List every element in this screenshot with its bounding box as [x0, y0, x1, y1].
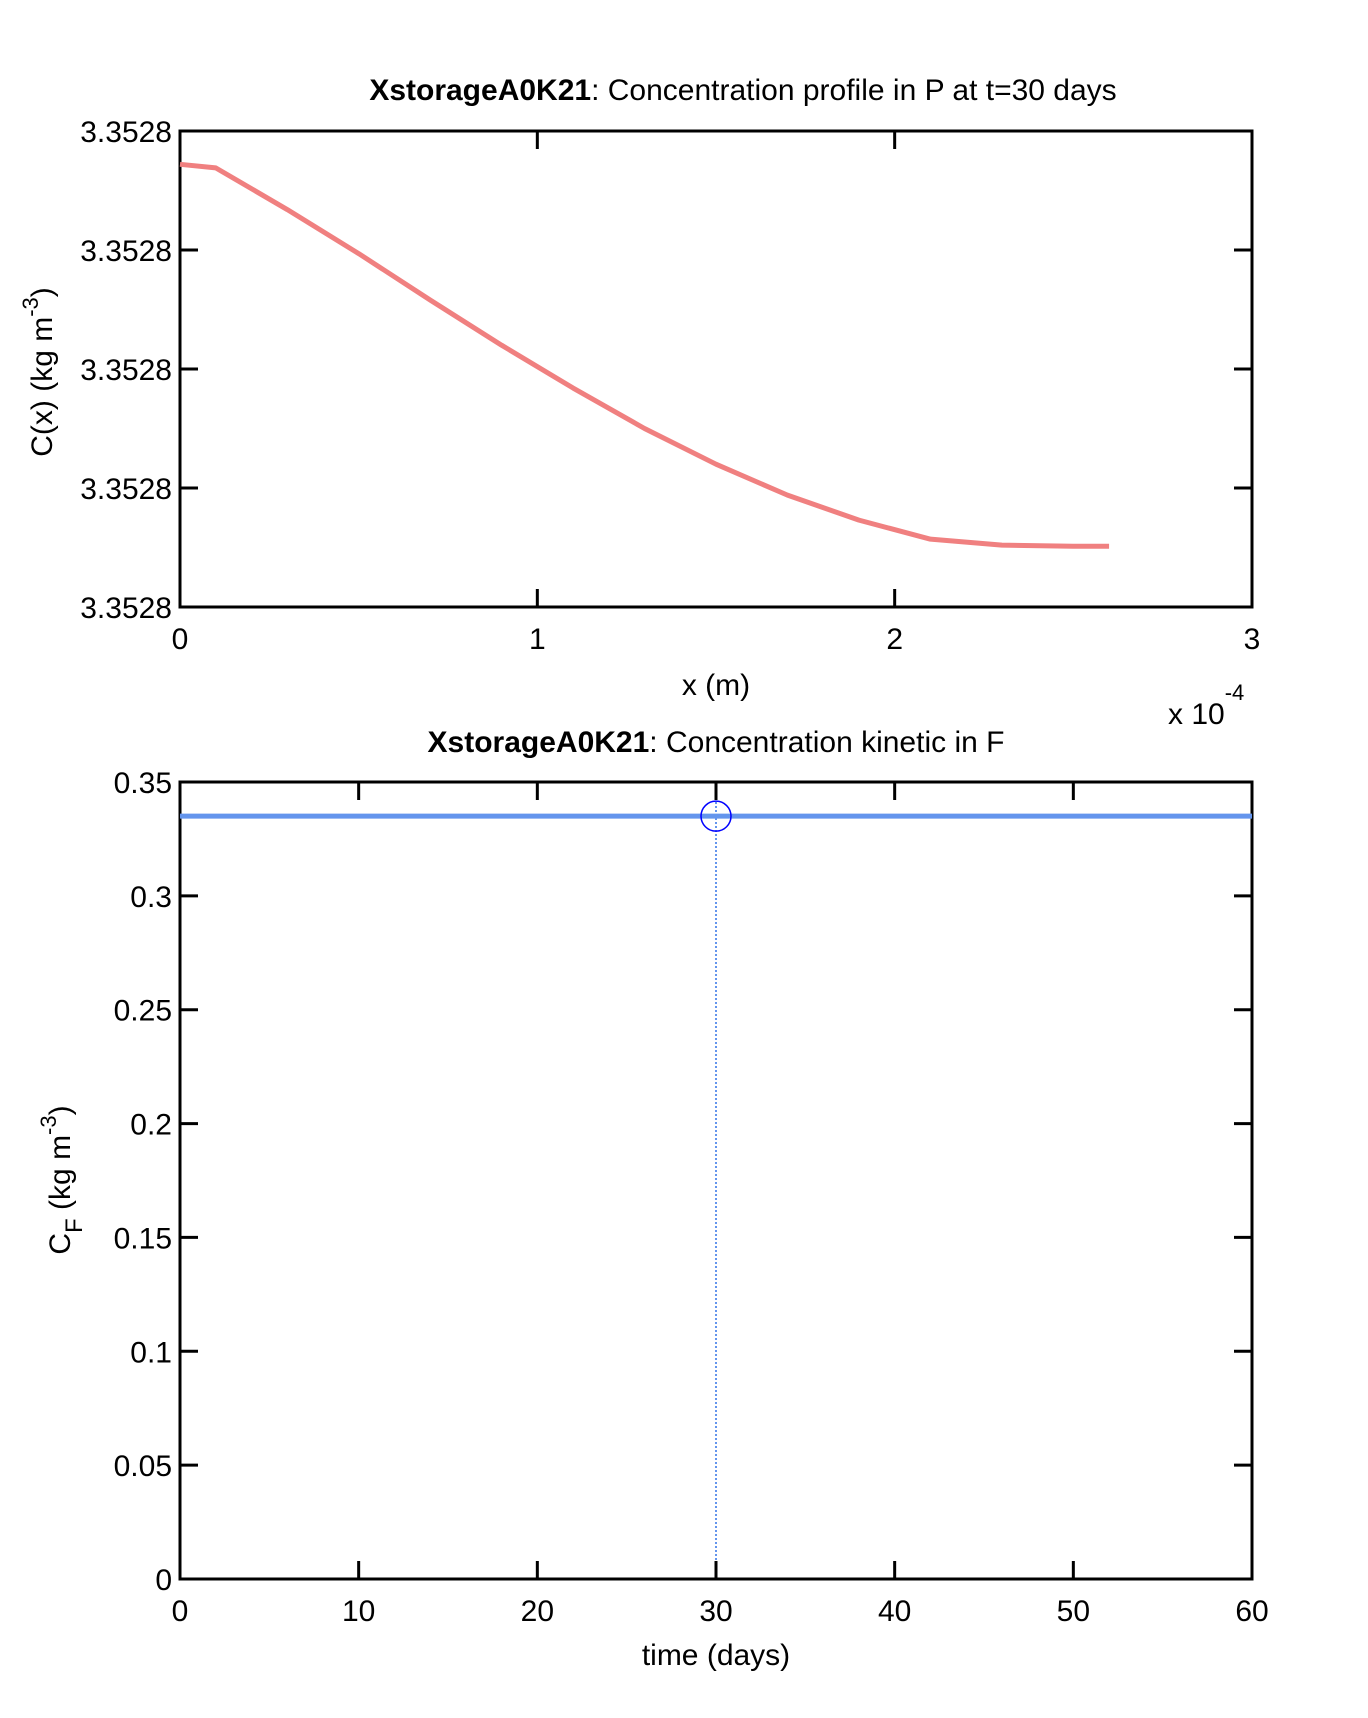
profile-chart-title: XstorageA0K21: Concentration profile in … — [369, 74, 1116, 107]
kinetic-chart-ylabel-sub: F — [61, 1218, 88, 1233]
kinetic-chart-xlabel: time (days) — [642, 1639, 790, 1672]
ytick-label: 0.05 — [114, 1450, 172, 1483]
profile-chart-title-rest: : Concentration profile in P at t=30 day… — [591, 74, 1117, 107]
ytick-label: 0.35 — [114, 767, 172, 800]
series-line — [179, 161, 1110, 549]
profile-chart-x-multiplier-base: x 10 — [1168, 698, 1225, 731]
profile-chart-x-multiplier: x 10-4 — [1168, 680, 1244, 731]
kinetic-chart-ylabel: CF (kg m-3) — [36, 1105, 88, 1254]
profile-chart-frame — [178, 129, 1254, 609]
xtick-label: 2 — [886, 623, 903, 656]
xtick-label: 0 — [172, 1595, 189, 1628]
kinetic-chart-ylabel-main: C — [44, 1233, 77, 1255]
ytick-label: 3.3528 — [80, 116, 172, 149]
kinetic-chart-xtick-labels: 0 10 20 30 40 50 60 — [172, 1595, 1269, 1628]
profile-chart-ylabel-end: ) — [26, 287, 59, 297]
xtick-label: 20 — [521, 1595, 554, 1628]
xtick-label: 60 — [1235, 1595, 1268, 1628]
xtick-label: 0 — [172, 623, 189, 656]
profile-chart: XstorageA0K21: Concentration profile in … — [18, 74, 1260, 731]
kinetic-chart-ytick-labels: 0 0.05 0.1 0.15 0.2 0.25 0.3 0.35 — [114, 767, 172, 1597]
profile-chart-title-bold: XstorageA0K21 — [369, 74, 591, 107]
ytick-label: 0.1 — [130, 1336, 172, 1369]
ytick-label: 0.3 — [130, 881, 172, 914]
profile-chart-ticks — [178, 129, 1254, 609]
kinetic-chart-ticks — [178, 780, 1254, 1581]
profile-chart-ylabel: C(x) (kg m-3) — [18, 287, 59, 457]
kinetic-chart-title-rest: : Concentration kinetic in F — [649, 726, 1004, 759]
ytick-label: 0 — [155, 1564, 172, 1597]
kinetic-chart-ylabel-exp: -3 — [36, 1115, 61, 1135]
profile-chart-ytick-labels: 3.3528 3.3528 3.3528 3.3528 3.3528 — [80, 116, 172, 625]
profile-chart-xtick-labels: 0 1 2 3 — [172, 623, 1261, 656]
profile-chart-x-multiplier-exp: -4 — [1225, 680, 1245, 705]
kinetic-chart-ylabel-mid: (kg m — [44, 1135, 77, 1218]
xtick-label: 30 — [699, 1595, 732, 1628]
profile-chart-ylabel-main: C(x) (kg m — [26, 317, 59, 457]
ytick-label: 0.25 — [114, 995, 172, 1028]
kinetic-chart-ylabel-end: ) — [44, 1105, 77, 1115]
xtick-label: 10 — [342, 1595, 375, 1628]
ytick-label: 3.3528 — [80, 592, 172, 625]
profile-chart-ylabel-exp: -3 — [18, 297, 43, 317]
xtick-label: 40 — [878, 1595, 911, 1628]
kinetic-chart-title-bold: XstorageA0K21 — [428, 726, 650, 759]
xtick-label: 50 — [1057, 1595, 1090, 1628]
kinetic-chart-marker-group — [700, 800, 732, 832]
ytick-label: 3.3528 — [80, 354, 172, 387]
profile-chart-xlabel: x (m) — [682, 669, 750, 702]
xtick-label: 1 — [529, 623, 546, 656]
ytick-label: 3.3528 — [80, 473, 172, 506]
profile-chart-series — [179, 161, 1110, 549]
ytick-label: 0.15 — [114, 1222, 172, 1255]
ytick-label: 3.3528 — [80, 235, 172, 268]
kinetic-chart: XstorageA0K21: Concentration kinetic in … — [36, 726, 1269, 1672]
ytick-label: 0.2 — [130, 1109, 172, 1142]
xtick-label: 3 — [1244, 623, 1261, 656]
current-time-marker — [700, 800, 732, 832]
kinetic-chart-title: XstorageA0K21: Concentration kinetic in … — [428, 726, 1005, 759]
